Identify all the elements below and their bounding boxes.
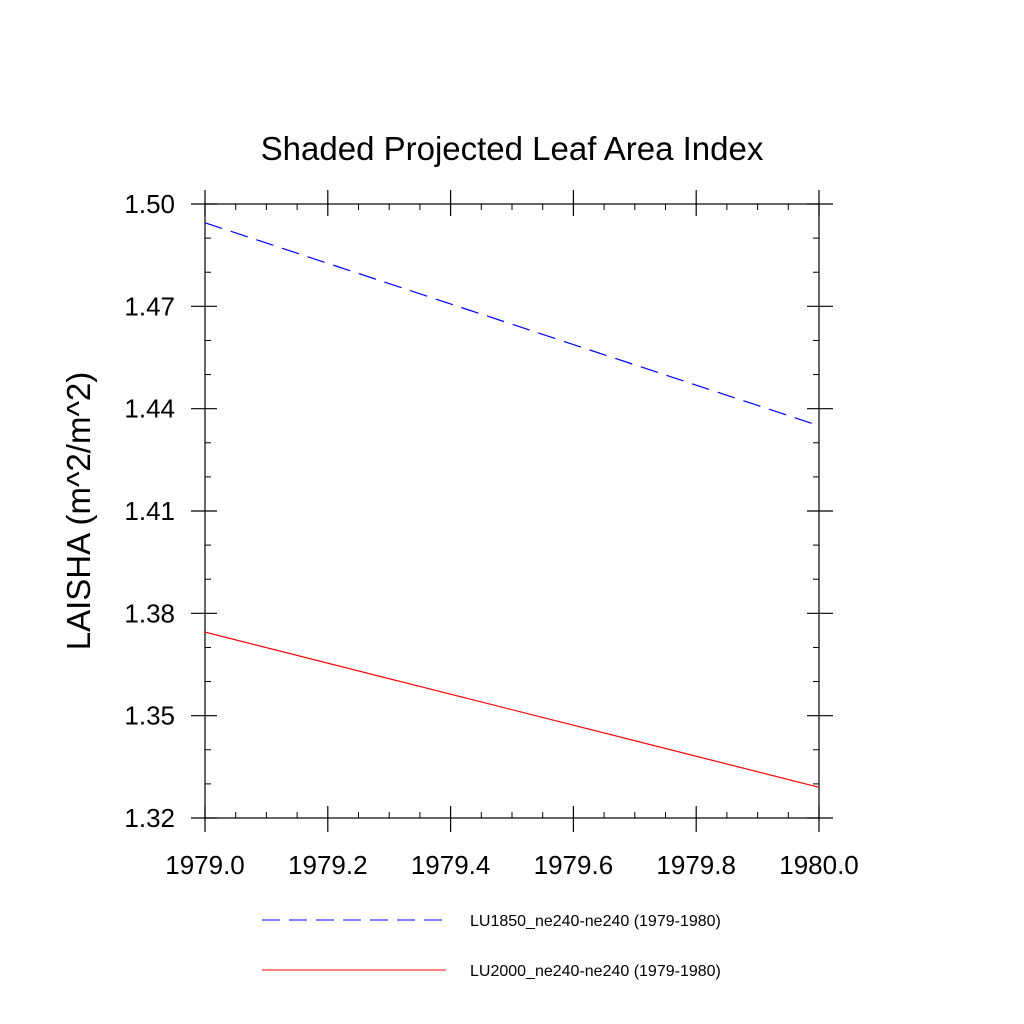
- series-line-2: [204, 631, 820, 788]
- y-tick-label: 1.35: [124, 701, 175, 731]
- y-tick-label: 1.50: [124, 189, 175, 219]
- x-tick-label: 1980.0: [779, 850, 859, 880]
- y-tick-label: 1.38: [124, 598, 175, 628]
- chart-title: Shaded Projected Leaf Area Index: [261, 130, 764, 167]
- axis-ticks: [191, 190, 833, 832]
- x-tick-label: 1979.4: [411, 850, 491, 880]
- series-line-1: [204, 222, 820, 427]
- y-tick-label: 1.32: [124, 803, 175, 833]
- y-axis-label: LAISHA (m^2/m^2): [60, 372, 97, 651]
- legend: LU1850_ne240-ne240 (1979-1980) LU2000_ne2…: [262, 913, 721, 980]
- x-tick-label: 1979.8: [656, 850, 736, 880]
- legend-label-1: LU1850_ne240-ne240 (1979-1980): [470, 913, 721, 930]
- y-tick-label: 1.47: [124, 291, 175, 321]
- x-tick-label: 1979.6: [534, 850, 614, 880]
- axis-tick-labels: 1979.0 1979.2 1979.4 1979.6 1979.8 1980.0 1.32…: [124, 189, 858, 880]
- legend-label-2: LU2000_ne240-ne240 (1979-1980): [470, 963, 721, 980]
- plot-area-frame: [204, 203, 820, 819]
- x-tick-label: 1979.2: [288, 850, 368, 880]
- y-tick-label: 1.41: [124, 496, 175, 526]
- series-lines: [204, 222, 820, 788]
- y-tick-label: 1.44: [124, 394, 175, 424]
- x-tick-label: 1979.0: [165, 850, 245, 880]
